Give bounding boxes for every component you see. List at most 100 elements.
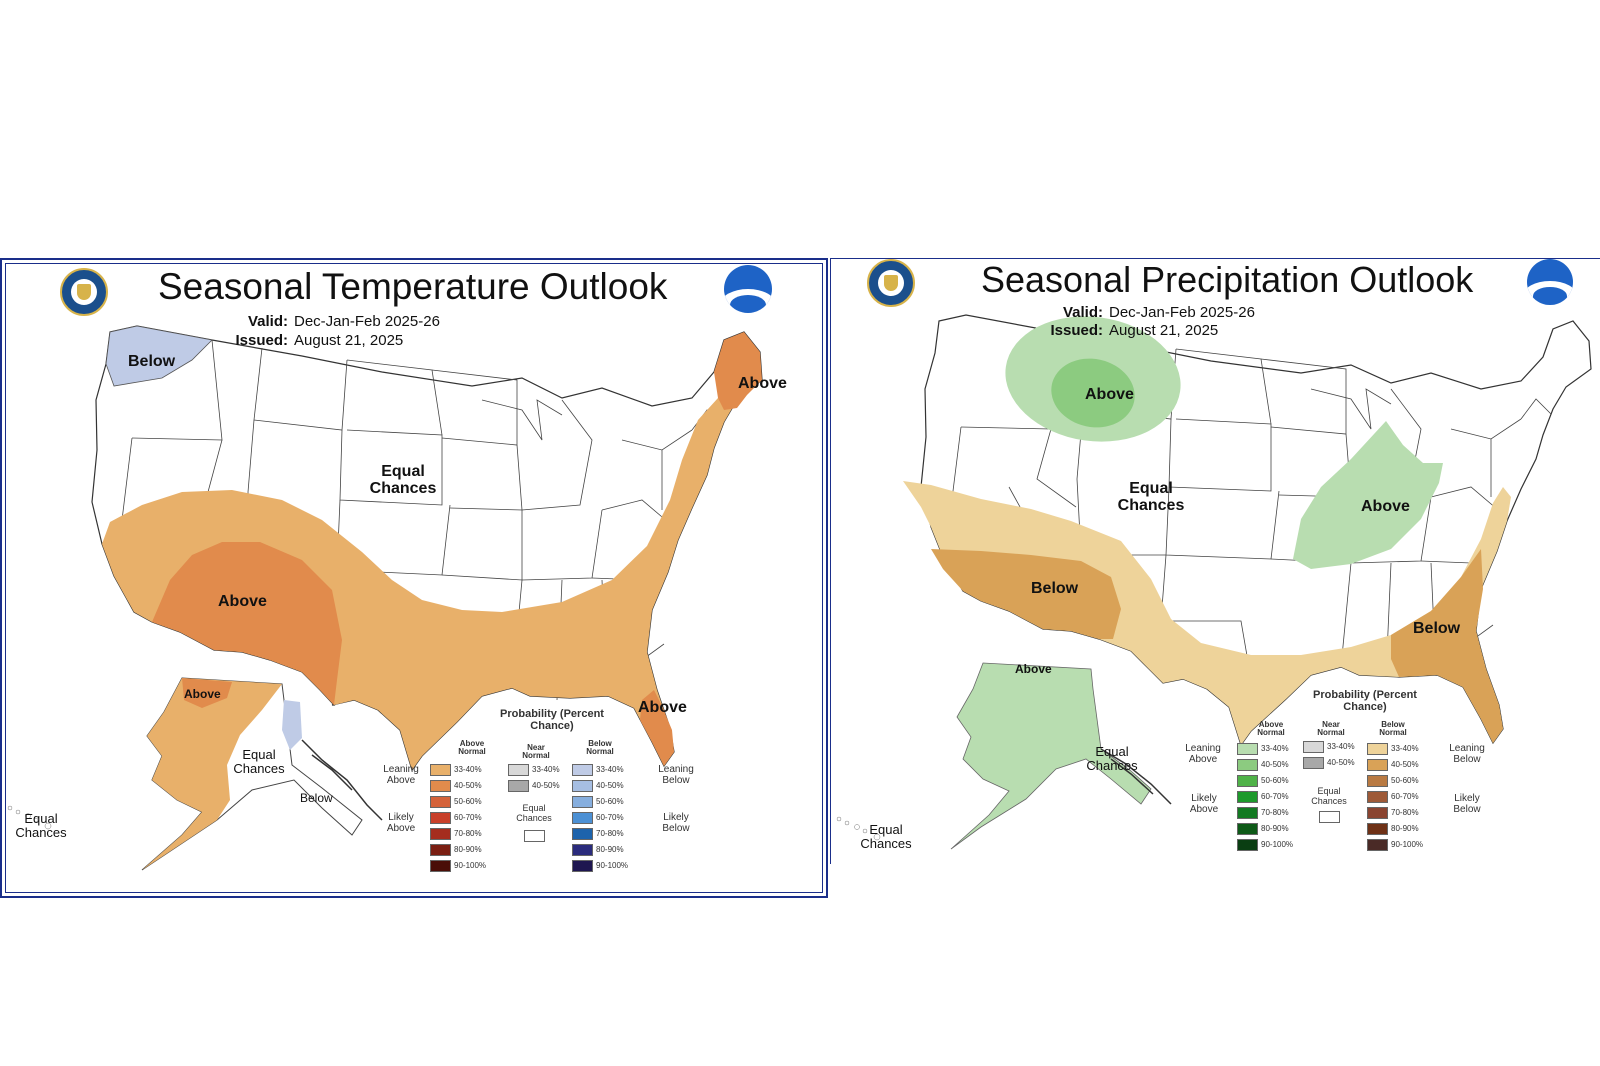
prec-legend-near-1 — [1303, 757, 1324, 769]
issued-label: Issued: — [235, 332, 288, 349]
temp-legend-above-range-2: 50-60% — [454, 797, 482, 806]
prec-legend-above-range-6: 90-100% — [1261, 840, 1294, 849]
prec-below-33-40-area — [903, 481, 1511, 745]
commerce-seal-icon — [867, 259, 915, 307]
prec-legend-below-6 — [1367, 839, 1388, 851]
legend-title: Probability (Percent Chance) — [500, 708, 604, 733]
temp-legend-below-range-5: 80-90% — [596, 845, 624, 854]
prec-se-below-40-50-area — [1391, 549, 1503, 743]
prec-legend-below-range-0: 33-40% — [1391, 744, 1419, 753]
prec-alaska-above-area — [950, 662, 1152, 850]
temp-ne-above-label: Above — [738, 375, 787, 392]
prec-legend-below-4 — [1367, 807, 1388, 819]
prec-legend-below-range-2: 50-60% — [1391, 776, 1419, 785]
temperature-valid: Valid: Dec-Jan-Feb 2025-26 — [228, 312, 440, 331]
temp-sw-above-40-50-area — [152, 542, 342, 705]
prec-legend-above-4 — [1237, 807, 1258, 819]
temperature-title: Seasonal Temperature Outlook — [158, 266, 668, 307]
prec-legend-above-0 — [1237, 743, 1258, 755]
prec-north-above-label: Above — [1085, 386, 1134, 403]
prec-center-ec-label: Equal Chances — [1117, 480, 1185, 514]
temp-legend-below-6 — [572, 860, 593, 872]
legend-likely-above: Likely Above — [1189, 793, 1219, 815]
issued-value: August 21, 2025 — [294, 332, 404, 349]
prec-hi-ec-label: Equal Chances — [860, 822, 912, 851]
noaa-logo-icon — [1527, 259, 1573, 305]
prec-legend-above-range-5: 80-90% — [1261, 824, 1289, 833]
prec-legend-near-range-1: 40-50% — [1327, 758, 1355, 767]
prec-legend-below-range-3: 60-70% — [1391, 792, 1419, 801]
temp-ak-below-label: Below — [300, 791, 333, 805]
prec-se-below-label: Below — [1413, 620, 1461, 637]
issued-value: August 21, 2025 — [1109, 322, 1219, 339]
legend-leaning-above: Leaning Above — [383, 764, 419, 786]
prec-legend-below-range-4: 70-80% — [1391, 808, 1419, 817]
temp-alaska-above-40-area — [182, 678, 232, 708]
legend-likely-below: Likely Below — [662, 812, 690, 834]
prec-legend-below-3 — [1367, 791, 1388, 803]
prec-ak-above-label: Above — [1015, 662, 1052, 676]
legend-likely-above: Likely Above — [386, 812, 416, 834]
legend-equal-chances: Equal Chances — [516, 803, 552, 823]
precipitation-outlook-panel: Seasonal Precipitation Outlook Valid: Dec… — [830, 258, 1600, 864]
temp-legend-below-range-3: 60-70% — [596, 813, 624, 822]
temp-legend-near-range-0: 33-40% — [532, 765, 560, 774]
precipitation-issued: Issued: August 21, 2025 — [1043, 321, 1218, 340]
temp-alaska-above-area — [142, 678, 282, 870]
prec-hawaii-islands — [836, 816, 881, 841]
temp-legend-below-2 — [572, 796, 593, 808]
precipitation-valid: Valid: Dec-Jan-Feb 2025-26 — [1043, 303, 1255, 322]
prec-legend-below-range-1: 40-50% — [1391, 760, 1419, 769]
temp-alaska-below-area — [282, 700, 302, 750]
noaa-logo-icon — [724, 265, 772, 313]
temp-legend-below-range-1: 40-50% — [596, 781, 624, 790]
legend-likely-below: Likely Below — [1453, 793, 1481, 815]
prec-legend-above-1 — [1237, 759, 1258, 771]
temp-legend-above-range-0: 33-40% — [454, 765, 482, 774]
temp-legend-near-0 — [508, 764, 529, 776]
temp-above-33-40-area — [102, 398, 737, 770]
prec-legend-above-range-2: 50-60% — [1261, 776, 1289, 785]
temp-legend-below-3 — [572, 812, 593, 824]
valid-label: Valid: — [1062, 304, 1103, 321]
legend-ec-swatch — [1319, 811, 1340, 823]
temp-hawaii-islands — [7, 805, 52, 830]
temp-ne-above-40-50-area — [714, 332, 762, 410]
commerce-seal-icon — [60, 268, 108, 316]
prec-legend-below-2 — [1367, 775, 1388, 787]
legend-above-header: Above Normal — [458, 739, 486, 756]
precipitation-legend: Probability (Percent Chance) Above Norma… — [1185, 689, 1525, 864]
temp-legend-above-1 — [430, 780, 451, 792]
temp-legend-above-range-4: 70-80% — [454, 829, 482, 838]
prec-alaska-panhandle — [1100, 748, 1172, 805]
prec-legend-above-range-3: 60-70% — [1261, 792, 1289, 801]
prec-legend-below-1 — [1367, 759, 1388, 771]
temp-fl-above-40-50-area — [640, 690, 674, 766]
temp-legend-above-0 — [430, 764, 451, 776]
temp-legend-below-range-0: 33-40% — [596, 765, 624, 774]
temp-nw-below-area — [105, 325, 213, 387]
prec-ohio-above-area — [1293, 421, 1443, 569]
temp-legend-above-4 — [430, 828, 451, 840]
temp-ak-ec-label: Equal Chances — [233, 747, 285, 776]
prec-legend-above-range-1: 40-50% — [1261, 760, 1289, 769]
temp-legend-above-range-1: 40-50% — [454, 781, 482, 790]
temp-legend-below-range-2: 50-60% — [596, 797, 624, 806]
temp-hi-ec-label: Equal Chances — [15, 811, 67, 840]
temp-legend-above-2 — [430, 796, 451, 808]
temp-ak-above-label: Above — [184, 687, 221, 701]
prec-legend-below-range-5: 80-90% — [1391, 824, 1419, 833]
temp-nw-below-label: Below — [128, 353, 176, 370]
temperature-outlook-panel: Seasonal Temperature Outlook Valid: Dec-J… — [0, 258, 828, 898]
legend-near-header: Near Normal — [1317, 720, 1345, 737]
prec-legend-near-range-0: 33-40% — [1327, 742, 1355, 751]
legend-title: Probability (Percent Chance) — [1313, 689, 1417, 714]
prec-legend-near-0 — [1303, 741, 1324, 753]
temp-legend-below-4 — [572, 828, 593, 840]
legend-leaning-below: Leaning Below — [658, 764, 694, 786]
prec-legend-above-5 — [1237, 823, 1258, 835]
inner-border — [5, 263, 823, 893]
temperature-map — [7, 325, 763, 871]
temp-legend-above-6 — [430, 860, 451, 872]
legend-leaning-below: Leaning Below — [1449, 743, 1485, 765]
